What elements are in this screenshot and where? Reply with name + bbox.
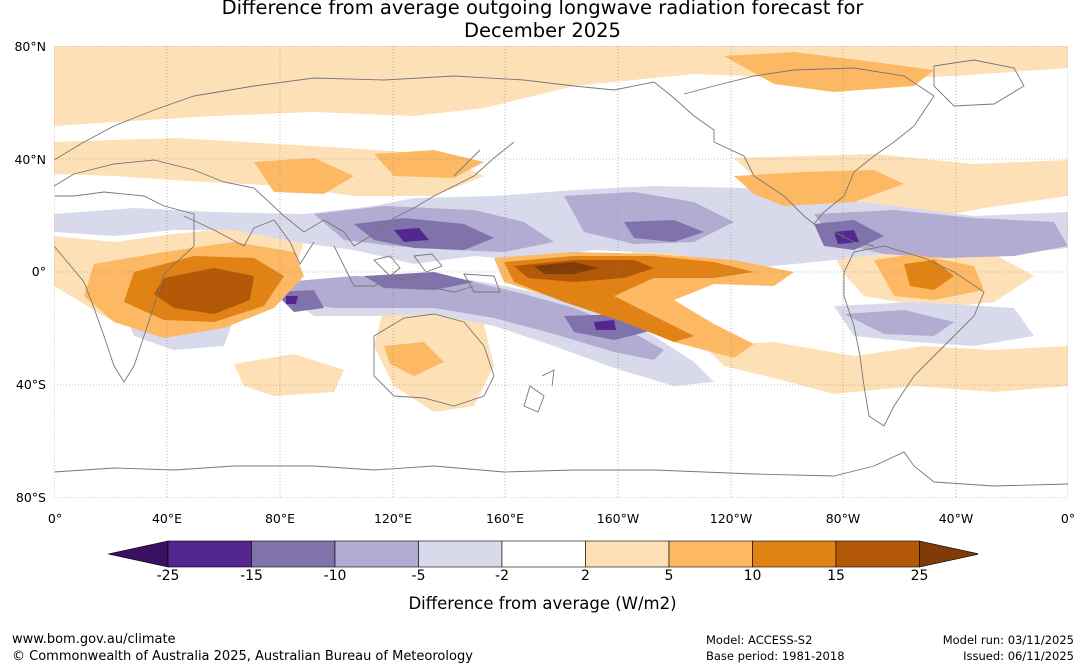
colorbar-extend-high [919, 540, 978, 568]
colorbar-segment [668, 540, 753, 568]
lon-label-160w: 160°W [596, 511, 640, 526]
colorbar-tick-label: 10 [743, 568, 762, 584]
footer-issued: Issued: 06/11/2025 [963, 649, 1074, 663]
footer-copyright: © Commonwealth of Australia 2025, Austra… [12, 649, 473, 664]
colorbar-tick-label: -2 [495, 568, 509, 584]
colorbar-segment [585, 540, 670, 568]
title-line-1: Difference from average outgoing longwav… [221, 0, 864, 19]
colorbar-tick-label: -10 [323, 568, 347, 584]
lon-label-120w: 120°W [709, 511, 753, 526]
colorbar-tick-label: 2 [581, 568, 590, 584]
colorbar-segment [251, 540, 336, 568]
lon-label-40w: 40°W [938, 511, 974, 526]
lon-label-120e: 120°E [373, 511, 412, 526]
colorbar-tick-label: -5 [411, 568, 426, 584]
lon-label-0: 0° [47, 511, 63, 526]
colorbar-label: Difference from average (W/m2) [408, 594, 677, 613]
colorbar-segment [835, 540, 920, 568]
olr-anomaly-map [54, 46, 1068, 498]
colorbar-segment [167, 540, 252, 568]
colorbar-tick-label: 25 [910, 568, 929, 584]
footer-url[interactable]: www.bom.gov.au/climate [12, 632, 176, 647]
footer-base-period: Base period: 1981-2018 [706, 649, 845, 663]
lon-label-80e: 80°E [264, 511, 296, 526]
colorbar [108, 540, 978, 568]
colorbar-tick-label: -25 [156, 568, 180, 584]
lat-label-40s: 40°S [15, 377, 46, 392]
lat-label-80s: 80°S [15, 490, 46, 505]
lat-label-40n: 40°N [14, 152, 46, 167]
colorbar-tick-label: -15 [240, 568, 263, 584]
negative-5-10-regions [284, 192, 1068, 360]
colorbar-segment [501, 540, 586, 568]
lon-label-80w: 80°W [825, 511, 861, 526]
map-canvas [54, 46, 1068, 498]
lon-label-40e: 40°E [151, 511, 183, 526]
colorbar-tick-label: 5 [664, 568, 674, 584]
colorbar-extend-low [108, 540, 169, 568]
footer-model-info: Model: ACCESS-S2 Base period: 1981-2018 [706, 632, 845, 664]
title-line-2: December 2025 [464, 19, 621, 42]
positive-over-25-regions [534, 262, 599, 274]
negative-15-25-regions [286, 228, 859, 330]
coastlines [54, 59, 1068, 487]
footer-model: Model: ACCESS-S2 [706, 633, 813, 647]
lon-label-160e: 160°E [485, 511, 524, 526]
lat-label-80n: 80°N [14, 39, 46, 54]
footer-model-run: Model run: 03/11/2025 [942, 633, 1074, 647]
colorbar-tick-label: 15 [827, 568, 845, 584]
lon-label-0-end: 0° [1060, 511, 1076, 526]
map-title: Difference from average outgoing longwav… [0, 0, 1085, 42]
colorbar-segment [752, 540, 837, 568]
graticule [54, 46, 1068, 498]
footer-dates: Model run: 03/11/2025 Issued: 06/11/2025 [943, 632, 1074, 664]
colorbar-segment [334, 540, 419, 568]
lat-label-eq: 0° [31, 264, 46, 279]
colorbar-segment [418, 540, 503, 568]
footer-left: www.bom.gov.au/climate © Commonwealth of… [12, 631, 473, 665]
